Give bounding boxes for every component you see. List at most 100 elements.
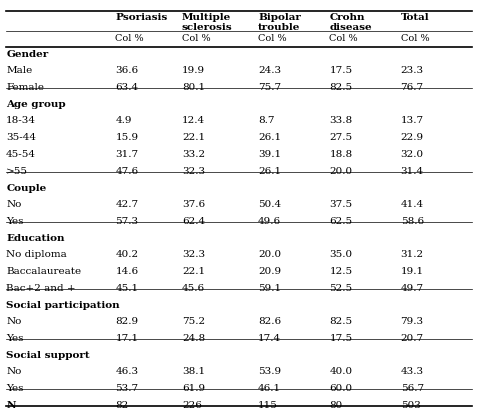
Text: Col %: Col % [401,34,429,43]
Text: Col %: Col % [258,34,287,43]
Text: 24.3: 24.3 [258,66,281,75]
Text: 47.6: 47.6 [116,167,139,176]
Text: 15.9: 15.9 [116,133,139,142]
Text: 75.7: 75.7 [258,83,281,92]
Text: Age group: Age group [6,100,66,109]
Text: 45.6: 45.6 [182,284,205,293]
Text: 40.2: 40.2 [116,250,139,259]
Text: 33.8: 33.8 [329,115,352,125]
Text: 8.7: 8.7 [258,115,274,125]
Text: >55: >55 [6,167,28,176]
Text: N: N [6,401,16,408]
Text: 58.6: 58.6 [401,217,424,226]
Text: Couple: Couple [6,184,46,193]
Text: 17.5: 17.5 [329,66,352,75]
Text: 23.3: 23.3 [401,66,424,75]
Text: 14.6: 14.6 [116,267,139,276]
Text: 80.1: 80.1 [182,83,205,92]
Text: 26.1: 26.1 [258,167,281,176]
Text: 13.7: 13.7 [401,115,424,125]
Text: Baccalaureate: Baccalaureate [6,267,81,276]
Text: 82.9: 82.9 [116,317,139,326]
Text: 50.4: 50.4 [258,200,281,209]
Text: Yes: Yes [6,334,23,343]
Text: 49.6: 49.6 [258,217,281,226]
Text: 20.0: 20.0 [258,250,281,259]
Text: Psoriasis: Psoriasis [116,13,168,22]
Text: 17.1: 17.1 [116,334,139,343]
Text: 60.0: 60.0 [329,384,352,392]
Text: 76.7: 76.7 [401,83,424,92]
Text: 33.2: 33.2 [182,150,205,159]
Text: 31.2: 31.2 [401,250,424,259]
Text: Multiple
sclerosis: Multiple sclerosis [182,13,233,32]
Text: 41.4: 41.4 [401,200,424,209]
Text: 62.5: 62.5 [329,217,352,226]
Text: Col %: Col % [116,34,144,43]
Text: 22.9: 22.9 [401,133,424,142]
Text: 20.7: 20.7 [401,334,424,343]
Text: 27.5: 27.5 [329,133,352,142]
Text: 37.6: 37.6 [182,200,205,209]
Text: 42.7: 42.7 [116,200,139,209]
Text: Education: Education [6,234,65,243]
Text: 52.5: 52.5 [329,284,352,293]
Text: No: No [6,200,22,209]
Text: No: No [6,317,22,326]
Text: Yes: Yes [6,217,23,226]
Text: 79.3: 79.3 [401,317,424,326]
Text: Social support: Social support [6,351,90,360]
Text: Crohn
disease: Crohn disease [329,13,372,32]
Text: 40.0: 40.0 [329,366,352,375]
Text: 26.1: 26.1 [258,133,281,142]
Text: 18.8: 18.8 [329,150,352,159]
Text: 39.1: 39.1 [258,150,281,159]
Text: 35-44: 35-44 [6,133,36,142]
Text: 31.4: 31.4 [401,167,424,176]
Text: Total: Total [401,13,429,22]
Text: Gender: Gender [6,50,48,59]
Text: 45-54: 45-54 [6,150,36,159]
Text: 82: 82 [116,401,129,408]
Text: 32.3: 32.3 [182,250,205,259]
Text: 24.8: 24.8 [182,334,205,343]
Text: 32.3: 32.3 [182,167,205,176]
Text: 53.7: 53.7 [116,384,139,392]
Text: Male: Male [6,66,33,75]
Text: Yes: Yes [6,384,23,392]
Text: 80: 80 [329,401,343,408]
Text: 115: 115 [258,401,278,408]
Text: 20.0: 20.0 [329,167,352,176]
Text: 43.3: 43.3 [401,366,424,375]
Text: 53.9: 53.9 [258,366,281,375]
Text: 36.6: 36.6 [116,66,139,75]
Text: Col %: Col % [182,34,211,43]
Text: 46.1: 46.1 [258,384,281,392]
Text: No diploma: No diploma [6,250,67,259]
Text: 12.4: 12.4 [182,115,205,125]
Text: No: No [6,366,22,375]
Text: Col %: Col % [329,34,358,43]
Text: 49.7: 49.7 [401,284,424,293]
Text: 61.9: 61.9 [182,384,205,392]
Text: 19.1: 19.1 [401,267,424,276]
Text: 4.9: 4.9 [116,115,132,125]
Text: 75.2: 75.2 [182,317,205,326]
Text: 59.1: 59.1 [258,284,281,293]
Text: 62.4: 62.4 [182,217,205,226]
Text: 226: 226 [182,401,202,408]
Text: 22.1: 22.1 [182,133,205,142]
Text: 17.4: 17.4 [258,334,281,343]
Text: Bipolar
trouble: Bipolar trouble [258,13,301,32]
Text: 45.1: 45.1 [116,284,139,293]
Text: 12.5: 12.5 [329,267,352,276]
Text: 31.7: 31.7 [116,150,139,159]
Text: 82.5: 82.5 [329,317,352,326]
Text: 19.9: 19.9 [182,66,205,75]
Text: 82.5: 82.5 [329,83,352,92]
Text: Social participation: Social participation [6,301,120,310]
Text: 20.9: 20.9 [258,267,281,276]
Text: 22.1: 22.1 [182,267,205,276]
Text: 63.4: 63.4 [116,83,139,92]
Text: 38.1: 38.1 [182,366,205,375]
